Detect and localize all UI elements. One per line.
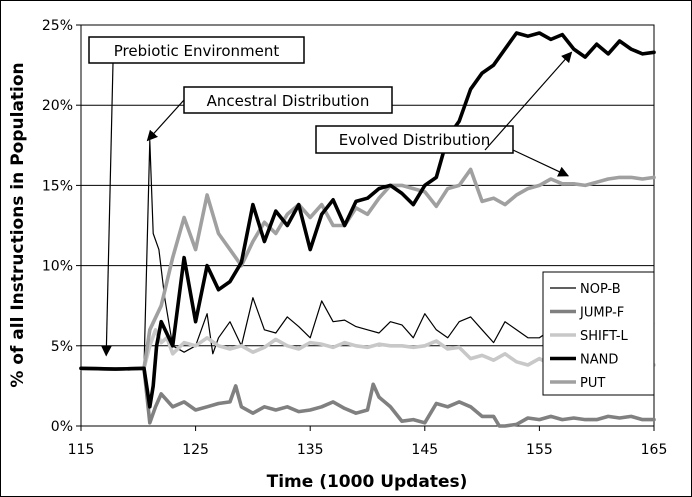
- y-tick-label: 15%: [42, 178, 73, 194]
- callout-arrow-peak: [484, 51, 573, 151]
- x-tick-label: 165: [641, 442, 668, 458]
- y-tick-label: 0%: [51, 419, 73, 435]
- plot-area-border: [80, 24, 655, 427]
- series-line-put: [79, 167, 656, 371]
- x-tick-label: 145: [411, 442, 438, 458]
- callout-box-ancestral-distribution: [183, 86, 393, 114]
- y-tick-label: 25%: [42, 18, 73, 34]
- callout-box-prebiotic-environment: [88, 36, 305, 64]
- callout-label-ancestral-distribution: Ancestral Distribution: [207, 92, 370, 110]
- series-line-nand: [79, 31, 656, 409]
- x-axis-title: Time (1000 Updates): [267, 472, 468, 492]
- callout-arrow-evolved-distribution: [512, 149, 570, 177]
- callout-arrow-prebiotic-environment: [101, 62, 114, 357]
- callout-label-evolved-distribution: Evolved Distribution: [339, 131, 491, 149]
- axis-ticks: 0% 5% 10% 15% 20% 25% 115 125 135 145 155 165: [42, 18, 667, 458]
- annotations: Prebiotic Environment Ancestral Distribut…: [88, 36, 573, 357]
- legend-label-jump-f: JUMP-F: [579, 306, 624, 321]
- callout-label-prebiotic-environment: Prebiotic Environment: [114, 42, 280, 60]
- x-tick-label: 135: [297, 442, 324, 458]
- legend-label-put: PUT: [580, 376, 605, 391]
- x-tick-label: 125: [182, 442, 209, 458]
- series-line-jump-f: [79, 366, 656, 428]
- x-tick-label: 115: [68, 442, 95, 458]
- y-tick-label: 10%: [42, 259, 73, 275]
- legend: NOP-B JUMP-F SHIFT-L NAND PUT: [542, 271, 655, 396]
- y-axis-title: % of all Instructions in Population: [8, 62, 28, 387]
- y-tick-label: 5%: [51, 339, 73, 355]
- legend-label-shift-l: SHIFT-L: [580, 329, 629, 344]
- x-tick-label: 155: [526, 442, 553, 458]
- y-tick-label: 20%: [42, 98, 73, 114]
- legend-label-nop-b: NOP-B: [580, 282, 621, 297]
- legend-label-nand: NAND: [580, 353, 618, 368]
- callout-arrow-ancestral-distribution: [146, 99, 185, 142]
- callout-box-evolved-distribution: [315, 125, 514, 154]
